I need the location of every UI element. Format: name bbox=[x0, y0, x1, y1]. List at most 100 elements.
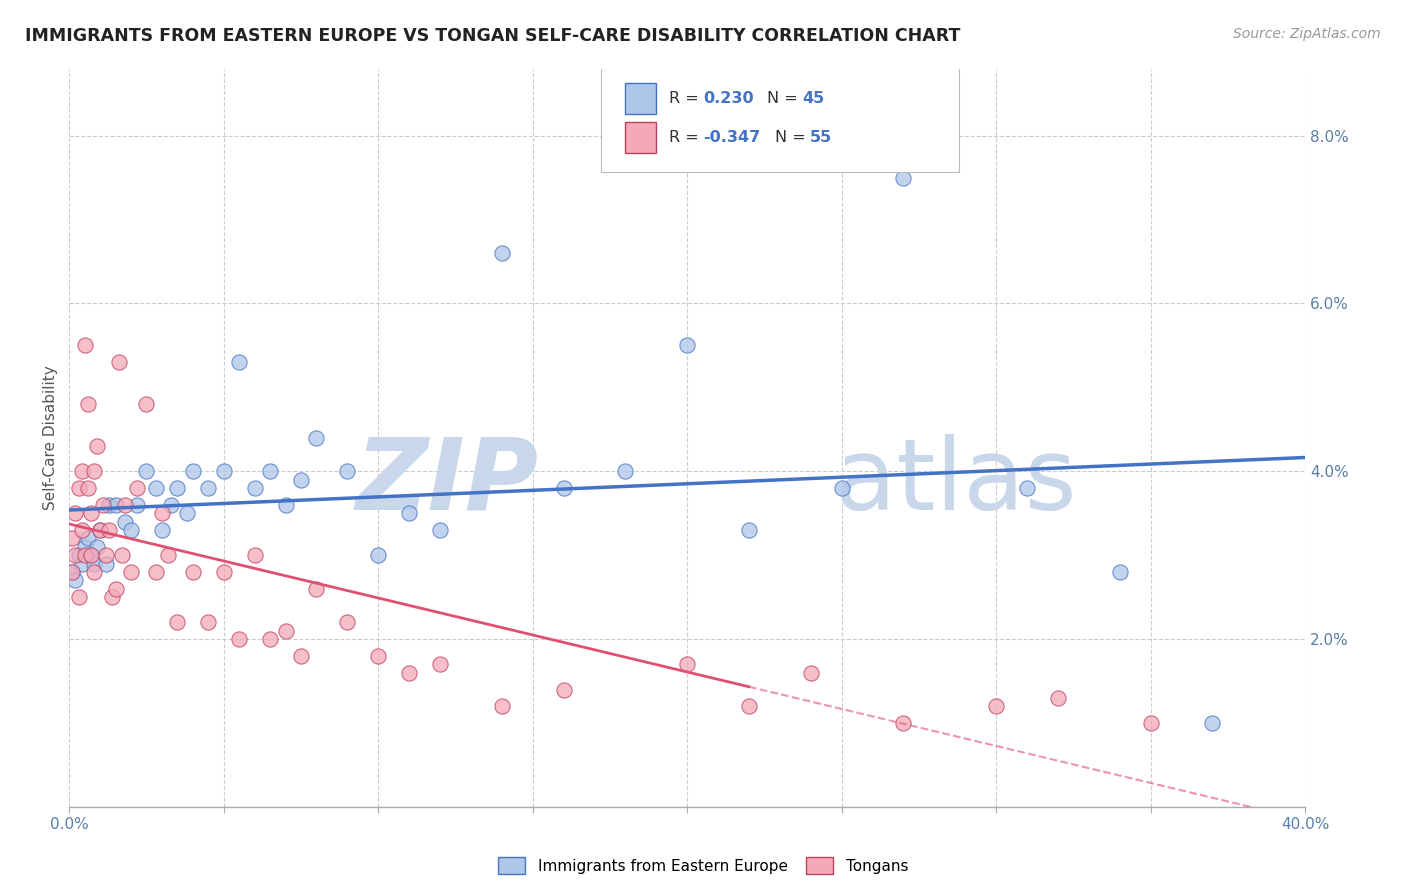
Point bbox=[65, 548, 87, 562]
Point bbox=[491, 246, 513, 260]
Point bbox=[67, 548, 90, 562]
Point bbox=[120, 523, 142, 537]
Point bbox=[73, 548, 96, 562]
Point bbox=[274, 498, 297, 512]
Point bbox=[127, 498, 149, 512]
Point bbox=[212, 565, 235, 579]
Point bbox=[73, 540, 96, 554]
Text: 45: 45 bbox=[801, 91, 824, 106]
Point bbox=[367, 548, 389, 562]
Point bbox=[67, 590, 90, 604]
Point bbox=[96, 548, 118, 562]
Point bbox=[111, 548, 134, 562]
Point bbox=[212, 464, 235, 478]
Point bbox=[96, 557, 118, 571]
Text: -0.347: -0.347 bbox=[703, 130, 761, 145]
Point bbox=[76, 481, 98, 495]
Point bbox=[73, 338, 96, 352]
Point bbox=[274, 624, 297, 638]
Text: ZIP: ZIP bbox=[356, 434, 538, 531]
Y-axis label: Self-Care Disability: Self-Care Disability bbox=[44, 366, 58, 510]
Point bbox=[135, 464, 157, 478]
Point bbox=[1015, 481, 1038, 495]
Point bbox=[738, 523, 761, 537]
Point bbox=[86, 540, 108, 554]
Point bbox=[107, 355, 129, 369]
FancyBboxPatch shape bbox=[626, 83, 657, 114]
Point bbox=[429, 657, 451, 672]
Point bbox=[114, 515, 136, 529]
Point bbox=[305, 431, 328, 445]
Point bbox=[89, 523, 111, 537]
Point bbox=[398, 506, 420, 520]
Point bbox=[83, 464, 105, 478]
Point bbox=[197, 615, 219, 630]
Text: Source: ZipAtlas.com: Source: ZipAtlas.com bbox=[1233, 27, 1381, 41]
Text: R =: R = bbox=[669, 130, 703, 145]
Point bbox=[181, 565, 204, 579]
Point bbox=[290, 648, 312, 663]
Point bbox=[80, 548, 103, 562]
Point bbox=[166, 481, 188, 495]
Point bbox=[70, 557, 93, 571]
Text: IMMIGRANTS FROM EASTERN EUROPE VS TONGAN SELF-CARE DISABILITY CORRELATION CHART: IMMIGRANTS FROM EASTERN EUROPE VS TONGAN… bbox=[25, 27, 960, 45]
Point bbox=[86, 439, 108, 453]
Point bbox=[150, 506, 173, 520]
Text: 0.230: 0.230 bbox=[703, 91, 754, 106]
Point bbox=[114, 498, 136, 512]
Point bbox=[60, 565, 83, 579]
Point bbox=[91, 498, 114, 512]
Text: R =: R = bbox=[669, 91, 703, 106]
Point bbox=[336, 615, 359, 630]
Point bbox=[80, 548, 103, 562]
Point bbox=[893, 716, 915, 731]
Point bbox=[197, 481, 219, 495]
Point bbox=[104, 498, 127, 512]
Point bbox=[290, 473, 312, 487]
Point bbox=[243, 481, 266, 495]
Point bbox=[259, 632, 281, 647]
Point bbox=[127, 481, 149, 495]
Point bbox=[676, 338, 699, 352]
Point bbox=[893, 170, 915, 185]
FancyBboxPatch shape bbox=[600, 62, 959, 172]
Point bbox=[83, 557, 105, 571]
Point bbox=[1139, 716, 1161, 731]
Point bbox=[80, 506, 103, 520]
Point bbox=[157, 548, 180, 562]
Point bbox=[101, 590, 124, 604]
Point bbox=[1108, 565, 1130, 579]
Point bbox=[98, 523, 121, 537]
Point bbox=[228, 355, 250, 369]
Point bbox=[65, 506, 87, 520]
Point bbox=[367, 648, 389, 663]
Point bbox=[228, 632, 250, 647]
Point bbox=[104, 582, 127, 596]
Point bbox=[67, 481, 90, 495]
Point bbox=[1201, 716, 1223, 731]
Point bbox=[98, 498, 121, 512]
Point bbox=[176, 506, 198, 520]
Legend: Immigrants from Eastern Europe, Tongans: Immigrants from Eastern Europe, Tongans bbox=[492, 851, 914, 880]
Point bbox=[89, 523, 111, 537]
Point bbox=[145, 481, 167, 495]
Point bbox=[181, 464, 204, 478]
Point bbox=[135, 397, 157, 411]
Point bbox=[336, 464, 359, 478]
Point bbox=[83, 565, 105, 579]
Point bbox=[243, 548, 266, 562]
Point bbox=[70, 523, 93, 537]
Point bbox=[166, 615, 188, 630]
Point bbox=[76, 532, 98, 546]
Point bbox=[60, 565, 83, 579]
Point bbox=[676, 657, 699, 672]
Point bbox=[70, 464, 93, 478]
Point bbox=[160, 498, 183, 512]
Point bbox=[65, 574, 87, 588]
Text: 55: 55 bbox=[810, 130, 832, 145]
Point bbox=[305, 582, 328, 596]
Point bbox=[259, 464, 281, 478]
Point bbox=[429, 523, 451, 537]
Point bbox=[60, 532, 83, 546]
Point bbox=[491, 699, 513, 714]
